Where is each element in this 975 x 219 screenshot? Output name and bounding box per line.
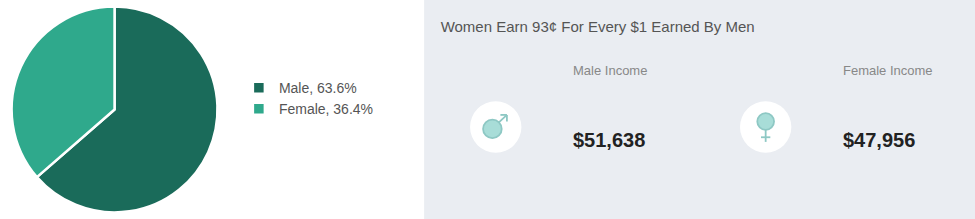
svg-text:Male Income: Male Income bbox=[573, 63, 647, 78]
svg-text:Male, 63.6%: Male, 63.6% bbox=[279, 80, 357, 96]
svg-text:Women Earn 93¢ For Every $1 Ea: Women Earn 93¢ For Every $1 Earned By Me… bbox=[441, 18, 755, 35]
svg-text:Female, 36.4%: Female, 36.4% bbox=[279, 101, 373, 117]
svg-text:$47,956: $47,956 bbox=[843, 129, 915, 151]
svg-text:$51,638: $51,638 bbox=[573, 129, 645, 151]
svg-text:Female Income: Female Income bbox=[843, 63, 933, 78]
